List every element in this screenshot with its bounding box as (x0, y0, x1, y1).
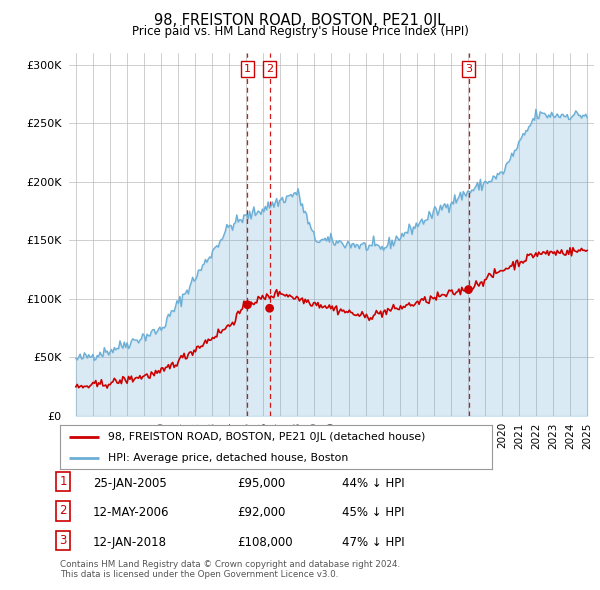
Text: 98, FREISTON ROAD, BOSTON, PE21 0JL: 98, FREISTON ROAD, BOSTON, PE21 0JL (154, 13, 446, 28)
Text: 98, FREISTON ROAD, BOSTON, PE21 0JL (detached house): 98, FREISTON ROAD, BOSTON, PE21 0JL (det… (107, 432, 425, 442)
Text: 12-MAY-2006: 12-MAY-2006 (93, 506, 170, 519)
Text: 3: 3 (465, 64, 472, 74)
Text: 2: 2 (59, 504, 67, 517)
Text: 44% ↓ HPI: 44% ↓ HPI (342, 477, 404, 490)
Text: 47% ↓ HPI: 47% ↓ HPI (342, 536, 404, 549)
Point (242, 300, 252, 310)
Text: 3: 3 (59, 534, 67, 547)
Point (464, 285, 473, 294)
Text: £108,000: £108,000 (237, 536, 293, 549)
Text: 12-JAN-2018: 12-JAN-2018 (93, 536, 167, 549)
Text: £95,000: £95,000 (237, 477, 285, 490)
Text: Price paid vs. HM Land Registry's House Price Index (HPI): Price paid vs. HM Land Registry's House … (131, 25, 469, 38)
Text: 2: 2 (266, 64, 273, 74)
Text: Contains HM Land Registry data © Crown copyright and database right 2024.
This d: Contains HM Land Registry data © Crown c… (60, 560, 400, 579)
Text: 1: 1 (244, 64, 251, 74)
Text: 25-JAN-2005: 25-JAN-2005 (93, 477, 167, 490)
Text: 45% ↓ HPI: 45% ↓ HPI (342, 506, 404, 519)
Point (265, 303, 274, 313)
Text: 1: 1 (59, 475, 67, 488)
Text: HPI: Average price, detached house, Boston: HPI: Average price, detached house, Bost… (107, 453, 348, 463)
Text: £92,000: £92,000 (237, 506, 286, 519)
